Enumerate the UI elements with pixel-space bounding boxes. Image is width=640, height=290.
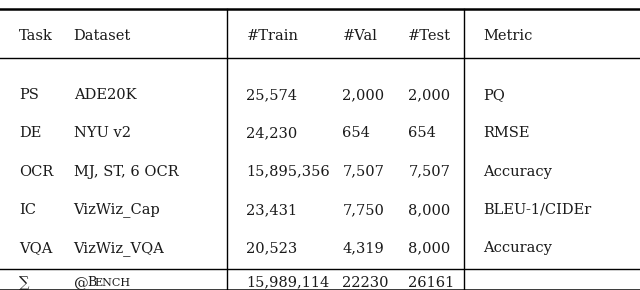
- Text: VizWiz_Cap: VizWiz_Cap: [74, 202, 161, 218]
- Text: ADE20K: ADE20K: [74, 88, 136, 102]
- Text: 7,507: 7,507: [408, 165, 450, 179]
- Text: B: B: [88, 276, 97, 289]
- Text: ∑: ∑: [19, 276, 29, 290]
- Text: PQ: PQ: [483, 88, 505, 102]
- Text: Metric: Metric: [483, 29, 532, 43]
- Text: 24,230: 24,230: [246, 126, 298, 140]
- Text: 15,895,356: 15,895,356: [246, 165, 330, 179]
- Text: 22230: 22230: [342, 276, 389, 290]
- Text: 2,000: 2,000: [408, 88, 451, 102]
- Text: #Test: #Test: [408, 29, 451, 43]
- Text: 7,750: 7,750: [342, 203, 384, 217]
- Text: 654: 654: [408, 126, 436, 140]
- Text: Task: Task: [19, 29, 53, 43]
- Text: IC: IC: [19, 203, 36, 217]
- Text: #Train: #Train: [246, 29, 298, 43]
- Text: 4,319: 4,319: [342, 241, 384, 255]
- Text: BLEU-1/CIDEr: BLEU-1/CIDEr: [483, 203, 591, 217]
- Text: NYU v2: NYU v2: [74, 126, 131, 140]
- Text: 25,574: 25,574: [246, 88, 298, 102]
- Text: VizWiz_VQA: VizWiz_VQA: [74, 241, 164, 256]
- Text: Accuracy: Accuracy: [483, 165, 552, 179]
- Text: 8,000: 8,000: [408, 241, 451, 255]
- Text: OCR: OCR: [19, 165, 54, 179]
- Text: @: @: [74, 276, 88, 290]
- Text: 20,523: 20,523: [246, 241, 298, 255]
- Text: DE: DE: [19, 126, 42, 140]
- Text: MJ, ST, 6 OCR: MJ, ST, 6 OCR: [74, 165, 178, 179]
- Text: 15,989,114: 15,989,114: [246, 276, 330, 290]
- Text: 7,507: 7,507: [342, 165, 384, 179]
- Text: VQA: VQA: [19, 241, 52, 255]
- Text: 23,431: 23,431: [246, 203, 298, 217]
- Text: PS: PS: [19, 88, 39, 102]
- Text: Accuracy: Accuracy: [483, 241, 552, 255]
- Text: RMSE: RMSE: [483, 126, 530, 140]
- Text: 2,000: 2,000: [342, 88, 385, 102]
- Text: 26161: 26161: [408, 276, 454, 290]
- Text: 8,000: 8,000: [408, 203, 451, 217]
- Text: #Val: #Val: [342, 29, 377, 43]
- Text: Dataset: Dataset: [74, 29, 131, 43]
- Text: 654: 654: [342, 126, 371, 140]
- Text: ENCH: ENCH: [95, 278, 131, 288]
